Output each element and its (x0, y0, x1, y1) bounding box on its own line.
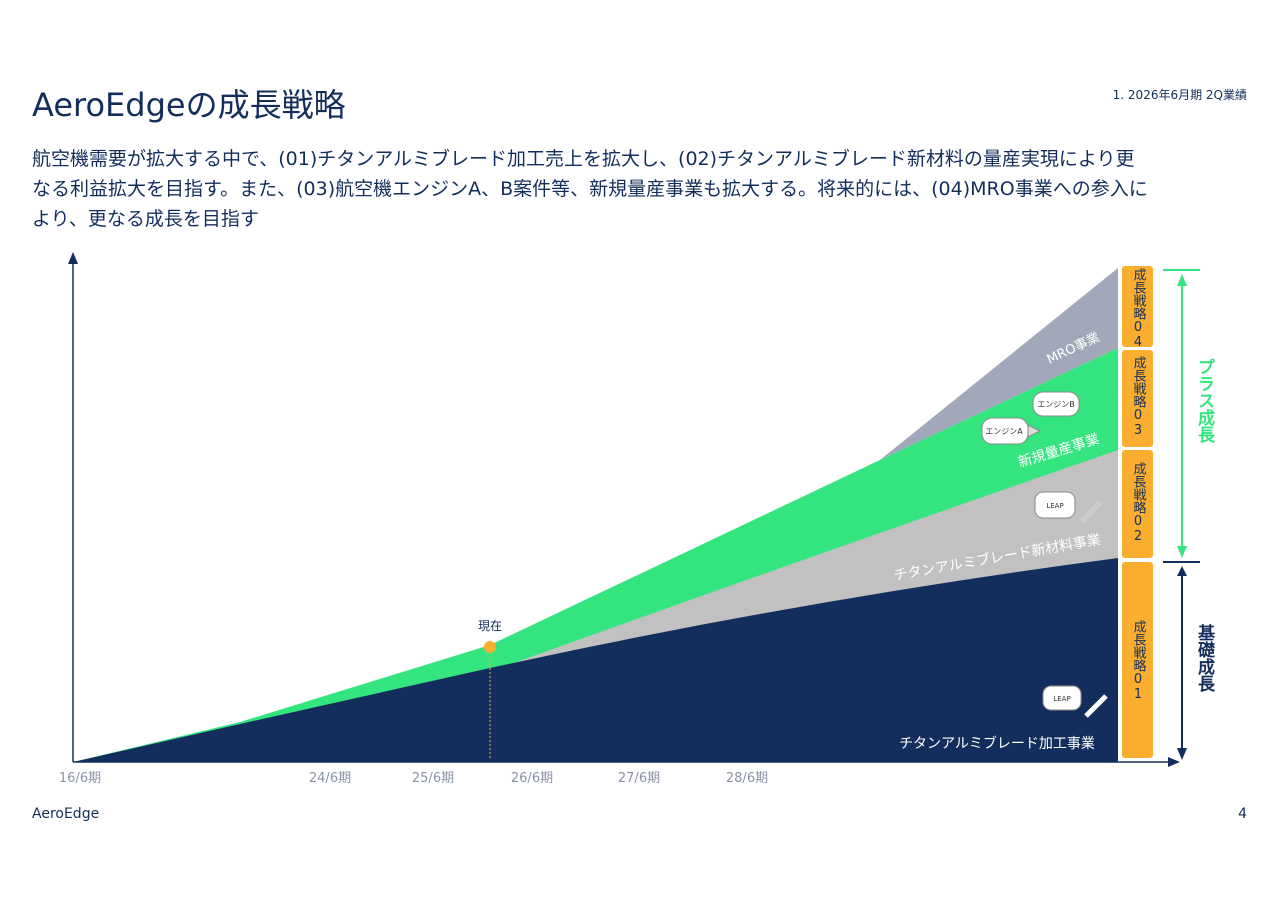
section: 1. 2026年6月期 2Q業績 (1113, 88, 1247, 102)
mro-area (880, 268, 1118, 460)
engine-icon: LEAP (1042, 685, 1108, 718)
page-number: 4 (1238, 806, 1247, 822)
strategy-box (1122, 266, 1153, 347)
arrow (1168, 757, 1180, 767)
engine-icon: LEAP (1034, 491, 1103, 525)
arrow (68, 252, 78, 264)
x-label: 27/6期 (618, 771, 660, 786)
x-label: 28/6期 (726, 771, 768, 786)
description-line: より、更なる成長を目指す (32, 208, 259, 230)
strategy-label: 成長戦略02 (1131, 462, 1147, 544)
engine-label: LEAP (1053, 695, 1070, 703)
footer-brand: AeroEdge (32, 806, 99, 822)
x-label: 26/6期 (511, 771, 553, 786)
strategy-label: 成長戦略03 (1131, 356, 1147, 438)
x-label: 16/6期 (59, 771, 101, 786)
engine-icon: エンジンA (981, 417, 1042, 445)
strategy-label: 成長戦略04 (1131, 268, 1147, 350)
now-dot (484, 641, 496, 653)
engine-icon: エンジンB (1032, 391, 1080, 417)
bracket-label: 基礎成長 (1194, 623, 1216, 693)
x-label: 25/6期 (412, 771, 454, 786)
engine-label: エンジンA (985, 427, 1023, 436)
strategy-label: 成長戦略01 (1131, 620, 1147, 702)
engine-label: エンジンB (1037, 400, 1075, 409)
bracket-label: プラス成長 (1194, 358, 1215, 444)
layer-label: チタンアルミブレード加工事業 (899, 735, 1095, 752)
description-line: なる利益拡大を目指す。また、(03)航空機エンジンA、B案件等、新規量産事業も拡… (32, 178, 1148, 200)
strategy-box (1122, 562, 1153, 758)
processing-area (73, 558, 1118, 762)
engine-label: LEAP (1046, 502, 1063, 510)
x-label: 24/6期 (309, 771, 351, 786)
description-line: 航空機需要が拡大する中で、(01)チタンアルミブレード加工売上を拡大し、(02)… (32, 147, 1135, 170)
strategy-box (1122, 350, 1153, 447)
now-label: 現在 (478, 619, 502, 633)
title: AeroEdgeの成長戦略 (32, 86, 346, 124)
strategy-box (1122, 450, 1153, 558)
